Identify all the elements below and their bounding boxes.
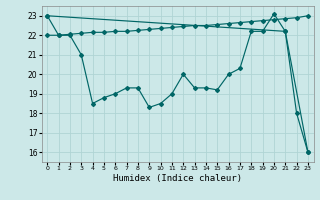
X-axis label: Humidex (Indice chaleur): Humidex (Indice chaleur) (113, 174, 242, 183)
